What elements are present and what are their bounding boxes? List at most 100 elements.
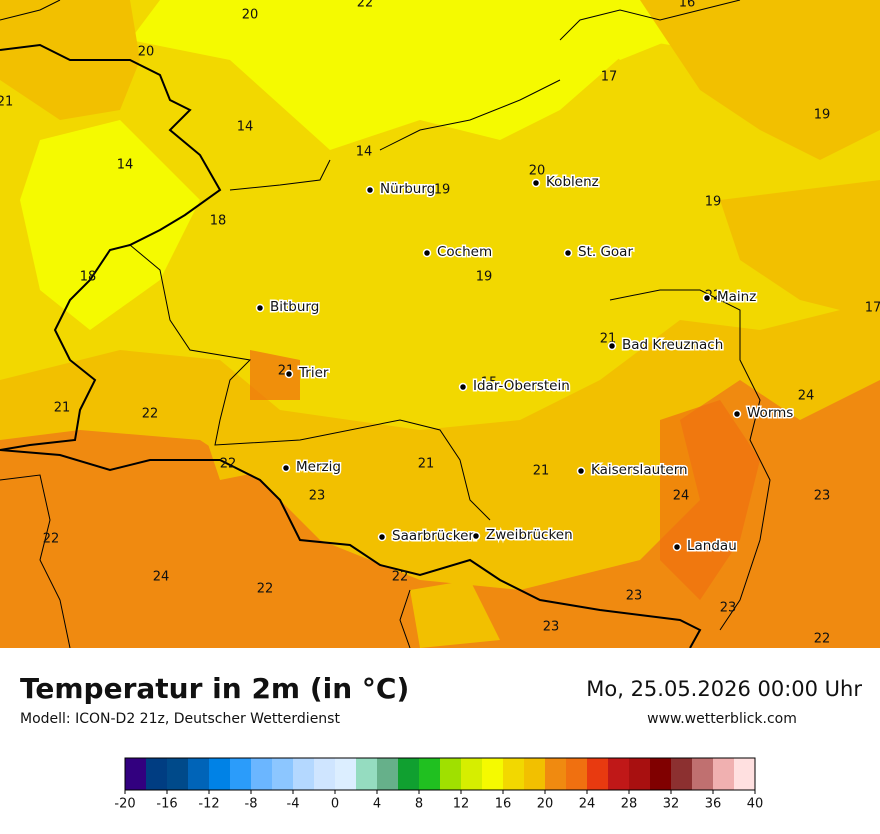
- city-marker: [281, 463, 291, 473]
- temperature-label: 18: [210, 214, 227, 229]
- city-marker: [576, 466, 586, 476]
- temperature-label: 23: [720, 601, 737, 616]
- city-label: Nürburg: [380, 181, 435, 197]
- date: Mo, 25.05.2026 00:00 Uhr: [586, 677, 862, 701]
- legend-frame: [124, 757, 756, 791]
- legend-tick-label: 0: [331, 797, 339, 812]
- legend-swatch: [545, 758, 567, 790]
- legend-swatch: [167, 758, 189, 790]
- legend-swatch: [482, 758, 504, 790]
- legend-swatch: [503, 758, 525, 790]
- temperature-label: 20: [529, 164, 546, 179]
- city-marker: [365, 185, 375, 195]
- legend-tick-label: -12: [198, 797, 219, 812]
- city-label: Bitburg: [270, 299, 319, 315]
- city-label: Koblenz: [546, 174, 599, 190]
- legend-swatch: [335, 758, 357, 790]
- legend-swatch: [566, 758, 588, 790]
- temperature-label: 24: [798, 389, 815, 404]
- temperature-label: 16: [679, 0, 696, 11]
- city-marker: [471, 531, 481, 541]
- city-marker: [255, 303, 265, 313]
- legend-swatch: [692, 758, 714, 790]
- legend-swatch: [629, 758, 651, 790]
- legend-swatch: [587, 758, 609, 790]
- temperature-label: 14: [237, 120, 254, 135]
- legend-tick-label: -16: [156, 797, 177, 812]
- legend-swatch: [293, 758, 315, 790]
- temperature-label: 22: [43, 532, 60, 547]
- legend-swatch: [230, 758, 252, 790]
- temperature-label: 18: [80, 270, 97, 285]
- legend-tick-label: -20: [114, 797, 135, 812]
- city-marker: [377, 532, 387, 542]
- temperature-label: 14: [117, 158, 134, 173]
- city-marker: [422, 248, 432, 258]
- legend-tick-label: -4: [287, 797, 300, 812]
- legend-swatch: [146, 758, 168, 790]
- city-marker: [563, 248, 573, 258]
- model-info: Modell: ICON-D2 21z, Deutscher Wetterdie…: [20, 711, 340, 727]
- city-marker: [531, 178, 541, 188]
- temperature-label: 22: [220, 457, 237, 472]
- city-label: Worms: [747, 405, 793, 421]
- temperature-label: 23: [626, 589, 643, 604]
- temperature-label: 19: [476, 270, 493, 285]
- city-label: Idar-Oberstein: [473, 378, 570, 394]
- temperature-label: 22: [357, 0, 374, 11]
- legend-swatch: [440, 758, 462, 790]
- legend-swatch: [125, 758, 147, 790]
- temperature-label: 23: [543, 620, 560, 635]
- legend-tick-label: -8: [245, 797, 258, 812]
- city-marker: [732, 409, 742, 419]
- legend-swatch: [272, 758, 294, 790]
- temperature-label: 24: [153, 570, 170, 585]
- temperature-label: 23: [309, 489, 326, 504]
- city-marker: [458, 382, 468, 392]
- temperature-label: 20: [242, 8, 259, 23]
- legend-swatch: [188, 758, 210, 790]
- legend-swatch: [671, 758, 693, 790]
- temperature-label: 22: [814, 632, 831, 647]
- color-legend: -20 -16 -12 -8 -4 0 4 8 12 16 20 24 28 32 36 40: [114, 757, 763, 812]
- temperature-label: 22: [257, 582, 274, 597]
- temperature-label: 22: [392, 570, 409, 585]
- legend-tick-label: 20: [537, 797, 554, 812]
- city-label: Kaiserslautern: [591, 462, 688, 478]
- legend-tick-label: 36: [705, 797, 722, 812]
- temperature-label: 14: [356, 145, 373, 160]
- legend-tick-label: 24: [579, 797, 596, 812]
- temperature-label: 19: [705, 195, 722, 210]
- city-marker: [702, 293, 712, 303]
- temperature-label: 20: [138, 45, 155, 60]
- city-label: Trier: [298, 365, 329, 381]
- map-background: [0, 0, 880, 648]
- legend-swatch: [461, 758, 483, 790]
- legend-tick-label: 16: [495, 797, 512, 812]
- legend-tick-label: 12: [453, 797, 470, 812]
- temperature-label: 24: [673, 489, 690, 504]
- temperature-label: 17: [601, 70, 618, 85]
- legend-swatch: [251, 758, 273, 790]
- temperature-label: 21: [418, 457, 435, 472]
- city-marker: [672, 542, 682, 552]
- footer-background: [0, 648, 880, 830]
- legend-swatch: [419, 758, 441, 790]
- legend-swatch: [377, 758, 399, 790]
- legend-tick-label: 8: [415, 797, 423, 812]
- city-label: Saarbrücken: [392, 528, 477, 544]
- legend-swatch: [209, 758, 231, 790]
- city-label: Mainz: [717, 289, 756, 305]
- temperature-labels: 20 22 16 20 21 17 14 19 14 14 20 19 19 18 19 18 22 17 21 21…: [0, 0, 880, 647]
- temperature-label: 21: [0, 95, 13, 110]
- borders: [0, 0, 771, 649]
- title: Temperatur in 2m (in °C): [20, 672, 409, 705]
- legend-swatch: [608, 758, 630, 790]
- legend-tick-label: 28: [621, 797, 638, 812]
- legend-swatch: [650, 758, 672, 790]
- city-marker: [284, 369, 294, 379]
- legend-swatch: [734, 758, 756, 790]
- legend-tick-label: 4: [373, 797, 381, 812]
- city-label: Zweibrücken: [486, 527, 573, 543]
